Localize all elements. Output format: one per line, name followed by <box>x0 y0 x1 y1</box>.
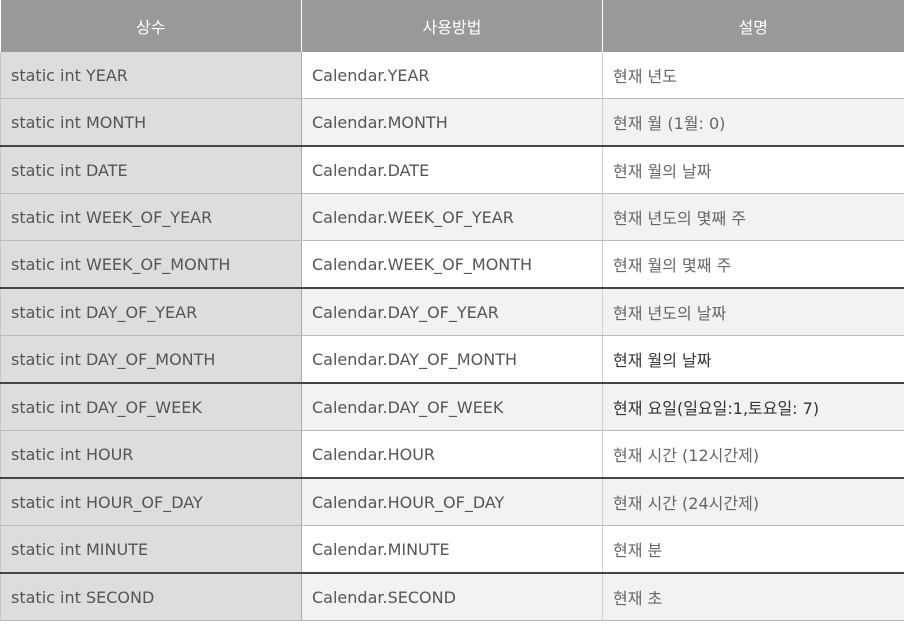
constant-cell: static int HOUR_OF_DAY <box>0 478 302 526</box>
table-body: static int YEAR Calendar.YEAR 현재 년도 stat… <box>0 52 904 621</box>
constant-cell: static int YEAR <box>0 52 302 99</box>
usage-cell: Calendar.DATE <box>301 146 603 194</box>
table-row: static int WEEK_OF_YEAR Calendar.WEEK_OF… <box>0 193 904 241</box>
usage-cell: Calendar.DAY_OF_MONTH <box>301 335 603 384</box>
description-cell: 현재 월의 몇째 주 <box>602 240 904 289</box>
constant-cell: static int DAY_OF_YEAR <box>0 288 302 336</box>
description-cell: 현재 요일(일요일:1,토요일: 7) <box>602 383 904 431</box>
table-row: static int HOUR_OF_DAY Calendar.HOUR_OF_… <box>0 478 904 526</box>
usage-cell: Calendar.SECOND <box>301 573 603 621</box>
usage-cell: Calendar.DAY_OF_YEAR <box>301 288 603 336</box>
table-row: static int YEAR Calendar.YEAR 현재 년도 <box>0 52 904 99</box>
description-cell: 현재 년도 <box>602 52 904 99</box>
table-row: static int WEEK_OF_MONTH Calendar.WEEK_O… <box>0 240 904 289</box>
description-cell: 현재 년도의 날짜 <box>602 288 904 336</box>
table-row: static int DAY_OF_YEAR Calendar.DAY_OF_Y… <box>0 288 904 336</box>
table-header: 상수 사용방법 설명 <box>0 0 904 52</box>
header-description: 설명 <box>602 0 904 52</box>
table-row: static int MONTH Calendar.MONTH 현재 월 (1월… <box>0 98 904 147</box>
usage-cell: Calendar.WEEK_OF_YEAR <box>301 193 603 241</box>
description-cell: 현재 초 <box>602 573 904 621</box>
usage-cell: Calendar.WEEK_OF_MONTH <box>301 240 603 289</box>
table-row: static int DATE Calendar.DATE 현재 월의 날짜 <box>0 146 904 194</box>
constant-cell: static int DATE <box>0 146 302 194</box>
usage-cell: Calendar.MONTH <box>301 98 603 147</box>
description-cell: 현재 월 (1월: 0) <box>602 98 904 147</box>
description-cell: 현재 년도의 몇째 주 <box>602 193 904 241</box>
usage-cell: Calendar.HOUR_OF_DAY <box>301 478 603 526</box>
description-cell: 현재 월의 날짜 <box>602 146 904 194</box>
description-cell: 현재 분 <box>602 525 904 574</box>
usage-cell: Calendar.YEAR <box>301 52 603 99</box>
table-row: static int DAY_OF_WEEK Calendar.DAY_OF_W… <box>0 383 904 431</box>
usage-cell: Calendar.MINUTE <box>301 525 603 574</box>
header-usage: 사용방법 <box>301 0 603 52</box>
table-row: static int MINUTE Calendar.MINUTE 현재 분 <box>0 525 904 574</box>
constant-cell: static int MINUTE <box>0 525 302 574</box>
description-cell: 현재 시간 (12시간제) <box>602 430 904 479</box>
constant-cell: static int DAY_OF_WEEK <box>0 383 302 431</box>
usage-cell: Calendar.HOUR <box>301 430 603 479</box>
header-constant: 상수 <box>0 0 302 52</box>
description-cell: 현재 월의 날짜 <box>602 335 904 384</box>
constant-cell: static int SECOND <box>0 573 302 621</box>
constant-cell: static int WEEK_OF_MONTH <box>0 240 302 289</box>
table-row: static int HOUR Calendar.HOUR 현재 시간 (12시… <box>0 430 904 479</box>
description-cell: 현재 시간 (24시간제) <box>602 478 904 526</box>
table-row: static int DAY_OF_MONTH Calendar.DAY_OF_… <box>0 335 904 384</box>
constant-cell: static int HOUR <box>0 430 302 479</box>
header-row: 상수 사용방법 설명 <box>0 0 904 52</box>
usage-cell: Calendar.DAY_OF_WEEK <box>301 383 603 431</box>
constant-cell: static int WEEK_OF_YEAR <box>0 193 302 241</box>
constant-cell: static int DAY_OF_MONTH <box>0 335 302 384</box>
table-row: static int SECOND Calendar.SECOND 현재 초 <box>0 573 904 621</box>
constant-cell: static int MONTH <box>0 98 302 147</box>
